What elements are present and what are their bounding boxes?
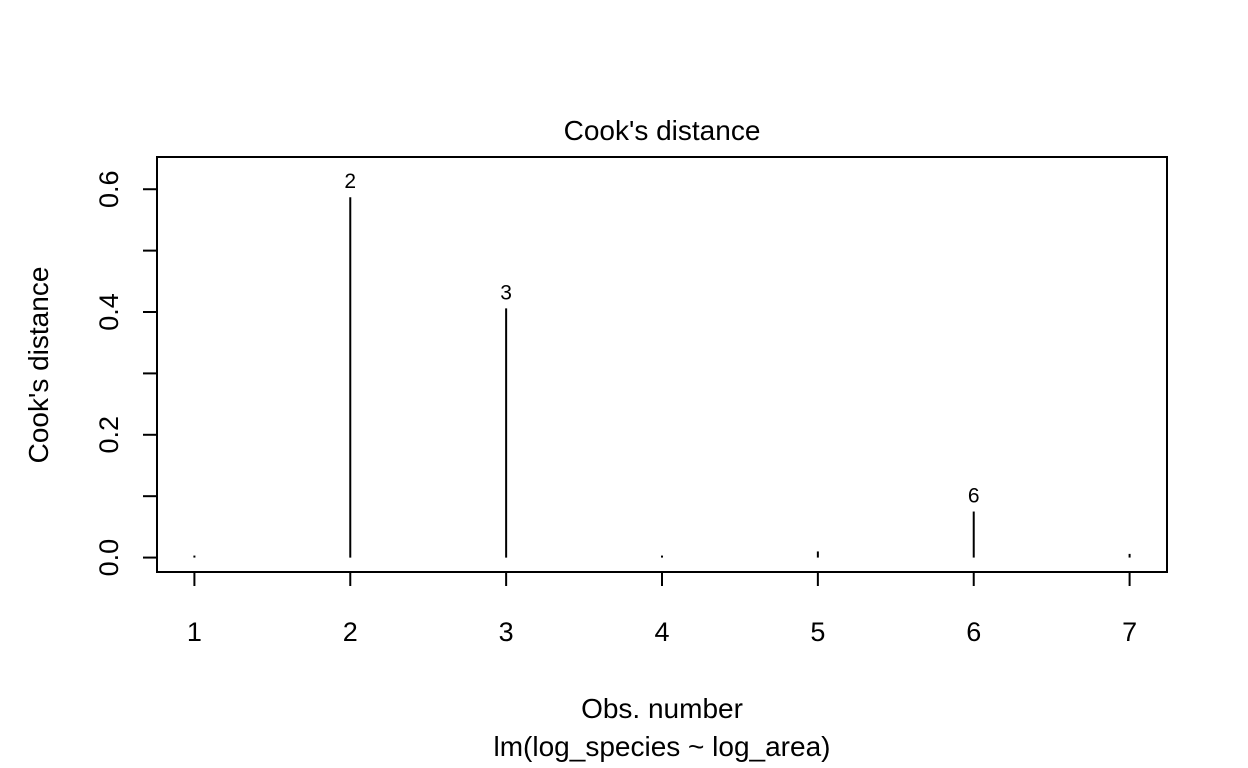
chart-title: Cook's distance (564, 115, 761, 146)
x-tick-label: 4 (654, 617, 669, 647)
x-tick-label: 7 (1122, 617, 1137, 647)
x-axis-label: Obs. number (581, 693, 743, 724)
x-tick-label: 6 (966, 617, 981, 647)
x-tick-label: 3 (499, 617, 514, 647)
point-labels: 2 3 6 (344, 170, 979, 507)
x-axis: 1 2 3 4 5 6 7 (187, 571, 1137, 647)
model-formula-caption: lm(log_species ~ log_area) (494, 731, 831, 762)
y-tick-label: 0.4 (94, 293, 124, 331)
x-tick-label: 1 (187, 617, 202, 647)
x-tick-label: 5 (810, 617, 825, 647)
y-tick-label: 0.2 (94, 416, 124, 454)
cooks-distance-spikes (193, 197, 1131, 558)
observation-label: 6 (968, 485, 980, 508)
observation-label: 2 (344, 170, 356, 193)
x-tick-label: 2 (343, 617, 358, 647)
y-axis: 0.0 0.2 0.4 0.6 (94, 170, 158, 577)
y-axis-label: Cook's distance (23, 267, 54, 464)
observation-label: 3 (500, 281, 512, 304)
y-tick-label: 0.0 (94, 539, 124, 577)
y-tick-label: 0.6 (94, 170, 124, 208)
